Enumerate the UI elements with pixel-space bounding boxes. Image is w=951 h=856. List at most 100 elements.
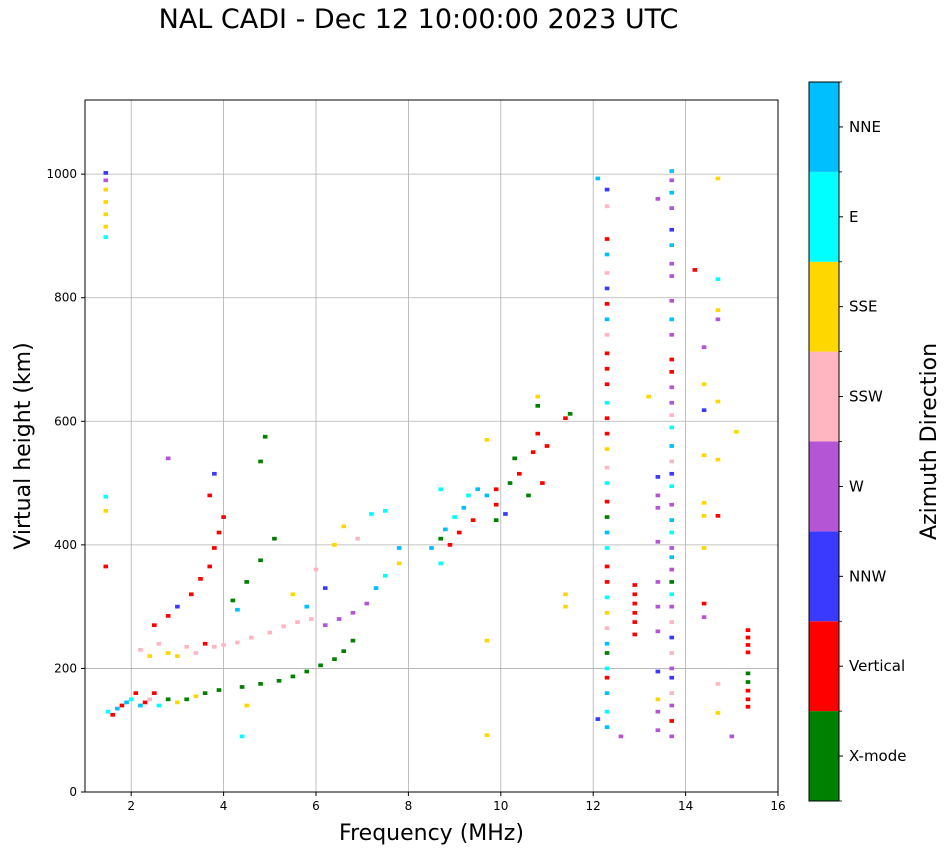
- data-point: [655, 580, 661, 584]
- y-tick-label: 800: [54, 291, 77, 305]
- data-point: [110, 712, 116, 717]
- data-point: [567, 412, 573, 416]
- data-point: [669, 567, 675, 572]
- data-point: [701, 453, 707, 458]
- colorbar-frame: [808, 81, 840, 802]
- data-point: [745, 704, 751, 709]
- data-point: [184, 644, 189, 649]
- data-point: [734, 429, 739, 434]
- data-point: [124, 700, 129, 705]
- data-point: [540, 481, 545, 485]
- data-point: [701, 546, 707, 550]
- data-point: [332, 543, 337, 547]
- data-point: [484, 638, 490, 643]
- data-point: [212, 644, 217, 649]
- data-point: [175, 700, 180, 705]
- y-tick-label: 600: [54, 414, 77, 428]
- data-point: [655, 629, 661, 634]
- data-point: [235, 640, 240, 645]
- data-point: [632, 620, 638, 624]
- data-point: [456, 530, 462, 535]
- data-point: [304, 604, 310, 609]
- data-point: [745, 680, 751, 684]
- data-point: [103, 200, 109, 204]
- data-point: [655, 669, 661, 674]
- x-tick-label: 12: [586, 799, 601, 813]
- x-tick-label: 10: [493, 799, 508, 813]
- data-point: [669, 332, 675, 337]
- data-point: [484, 437, 490, 442]
- data-point: [165, 614, 171, 618]
- data-point: [313, 567, 319, 572]
- data-point: [669, 635, 675, 640]
- data-point: [604, 366, 610, 371]
- data-point: [692, 268, 698, 272]
- data-point: [103, 235, 109, 240]
- data-point: [147, 654, 152, 658]
- colorbar-label: Azimuth Direction: [917, 343, 942, 540]
- data-point: [175, 654, 180, 658]
- data-point: [604, 691, 610, 695]
- colorbar-segment: [809, 351, 839, 442]
- data-point: [165, 651, 171, 655]
- data-point: [669, 206, 675, 210]
- data-point: [332, 657, 337, 662]
- y-axis: 0 200 400 600 800 1000: [46, 167, 85, 799]
- data-point: [563, 416, 568, 421]
- data-point: [669, 502, 675, 507]
- data-point: [563, 604, 568, 609]
- data-point: [669, 651, 675, 655]
- data-point: [438, 561, 444, 566]
- data-point: [646, 394, 651, 399]
- data-point: [535, 431, 541, 436]
- data-point: [669, 459, 675, 464]
- data-point: [369, 512, 374, 516]
- data-point: [604, 351, 610, 356]
- data-point: [309, 617, 314, 621]
- data-point: [212, 471, 217, 476]
- x-tick-label: 6: [312, 799, 320, 813]
- data-point: [745, 628, 751, 632]
- data-point: [151, 623, 157, 628]
- colorbar-tick-label: SSW: [849, 388, 883, 406]
- data-point: [484, 493, 490, 498]
- data-point: [235, 607, 240, 612]
- data-point: [355, 536, 360, 541]
- data-point: [669, 413, 675, 417]
- data-point: [207, 493, 213, 498]
- data-point: [604, 237, 610, 241]
- y-tick-label: 0: [69, 785, 77, 799]
- data-point: [655, 728, 661, 733]
- data-point: [604, 725, 610, 729]
- x-axis-label: Frequency (MHz): [339, 821, 524, 846]
- colorbar-segment: [809, 261, 839, 352]
- data-point: [535, 403, 541, 408]
- data-point: [604, 530, 610, 535]
- data-point: [669, 425, 675, 430]
- data-point: [604, 626, 610, 631]
- data-point: [493, 518, 499, 522]
- colorbar-tick-label: NNW: [849, 567, 886, 585]
- data-points: [103, 169, 751, 739]
- data-point: [216, 688, 222, 692]
- data-point: [669, 400, 675, 405]
- colorbar-tick-label: E: [849, 208, 858, 226]
- data-point: [669, 178, 675, 183]
- data-point: [216, 530, 222, 535]
- data-point: [715, 711, 721, 715]
- data-point: [244, 703, 250, 708]
- data-point: [156, 641, 162, 646]
- data-point: [165, 697, 171, 702]
- data-point: [221, 643, 226, 647]
- data-point: [304, 669, 310, 674]
- data-point: [151, 691, 157, 695]
- x-tick-label: 4: [220, 799, 228, 813]
- data-point: [745, 671, 751, 676]
- data-point: [396, 546, 402, 550]
- data-point: [382, 573, 388, 578]
- data-point: [669, 546, 675, 550]
- chart-title: NAL CADI - Dec 12 10:00:00 2023 UTC: [158, 4, 679, 35]
- data-point: [461, 505, 467, 510]
- colorbar-tick-label: NNE: [849, 118, 881, 136]
- data-point: [745, 688, 751, 693]
